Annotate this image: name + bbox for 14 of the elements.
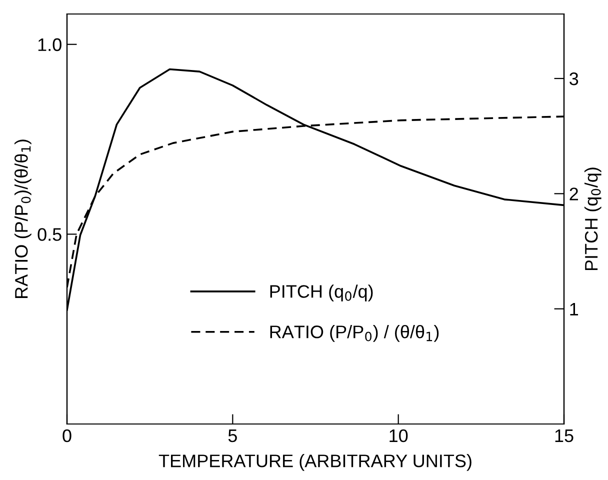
legend-label: PITCH (q$_{0}$/q) [270,284,373,302]
y2-tick-label: 1 [570,302,578,316]
y-axis-title: RATIO (P/P$_{0}$)/(θ/θ$_{1}$) [14,140,32,298]
x-axis-title: TEMPERATURE (ARBITRARY UNITS) [158,454,472,471]
x-tick-label: 15 [555,430,574,442]
x-tick-label: 5 [228,430,237,442]
x-tick-label: 0 [62,429,72,442]
y-tick-label: 1.0 [38,38,62,52]
y-tick-label: 0.5 [38,228,62,241]
x-tick-label: 10 [390,429,408,442]
y2-axis-title: PITCH (q$_{0}$/q) [584,168,602,270]
legend-label: RATIO (P/P$_{0}$) / (θ/θ$_{1}$) [270,325,439,342]
y2-tick-label: 3 [570,72,578,86]
y2-tick-label: 2 [570,188,578,200]
